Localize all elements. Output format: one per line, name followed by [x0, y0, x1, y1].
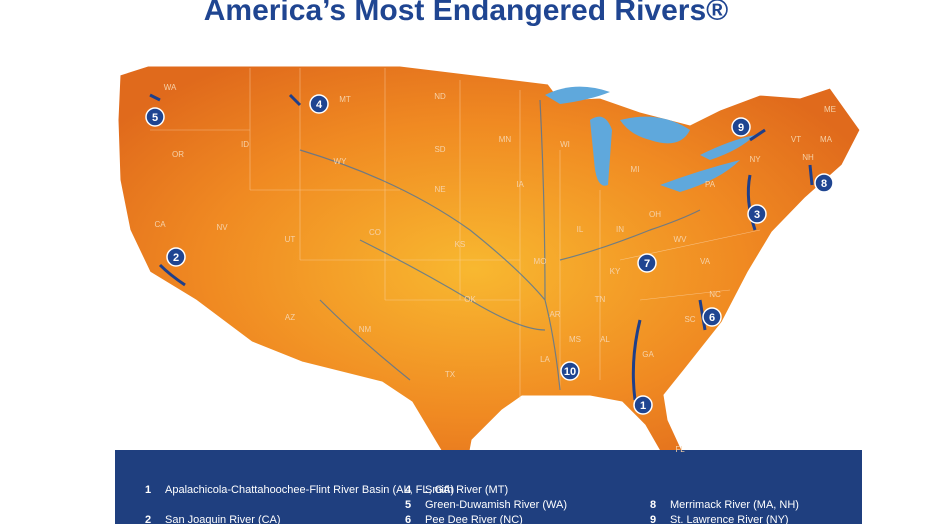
marker-number: 6	[709, 312, 715, 324]
state-label: AZ	[285, 313, 295, 322]
marker-number: 8	[821, 178, 827, 190]
state-label: NM	[359, 325, 372, 334]
state-label: FL	[675, 445, 685, 454]
river-marker	[166, 247, 186, 267]
legend-number: 8	[650, 499, 656, 511]
river-marker	[814, 173, 834, 193]
state-label: IN	[616, 225, 624, 234]
great-lakes	[545, 86, 755, 192]
state-borders	[150, 68, 761, 400]
state-label: CO	[369, 228, 381, 237]
river-marker	[637, 253, 657, 273]
legend-number: 6	[405, 514, 411, 524]
state-label: KY	[610, 267, 621, 276]
river-marker	[633, 395, 653, 415]
river-marker	[731, 117, 751, 137]
state-label: MS	[569, 335, 581, 344]
legend-panel	[115, 450, 862, 524]
state-label: WI	[560, 140, 570, 149]
legend-number: 2	[145, 514, 151, 524]
marker-number: 10	[564, 366, 576, 378]
state-label: PA	[705, 180, 716, 189]
title: America’s Most Endangered Rivers®	[204, 0, 729, 27]
marker-number: 4	[316, 99, 323, 111]
state-label: NC	[709, 290, 721, 299]
state-label: MN	[499, 135, 512, 144]
legend-name: Apalachicola-Chattahoochee-Flint River B…	[165, 484, 454, 496]
state-label: NY	[749, 155, 761, 164]
state-label: VT	[791, 135, 801, 144]
legend-name: San Joaquin River (CA)	[165, 514, 281, 524]
state-label: VA	[700, 257, 711, 266]
legend-number: 5	[405, 499, 411, 511]
legend-name: Pee Dee River (NC)	[425, 514, 523, 524]
state-label: AR	[549, 310, 560, 319]
state-label: OR	[172, 150, 184, 159]
state-label: KS	[455, 240, 466, 249]
state-label: LA	[540, 355, 550, 364]
state-label: WV	[674, 235, 688, 244]
marker-number: 5	[152, 112, 158, 124]
legend-name: St. Lawrence River (NY)	[670, 514, 789, 524]
state-label: ND	[434, 92, 446, 101]
marker-number: 2	[173, 252, 179, 264]
rivers	[299, 99, 701, 391]
state-label: OH	[649, 210, 661, 219]
state-label: OK	[464, 295, 476, 304]
state-label: IA	[516, 180, 524, 189]
legend-number: 9	[650, 514, 656, 524]
state-label: NE	[434, 185, 445, 194]
state-label: SC	[684, 315, 695, 324]
state-label: CA	[154, 220, 166, 229]
river-marker	[309, 94, 329, 114]
state-label: MI	[631, 165, 640, 174]
state-label: NH	[802, 153, 814, 162]
marker-number: 7	[644, 258, 650, 270]
state-label: ID	[241, 140, 249, 149]
marker-number: 9	[738, 122, 744, 134]
state-label: UT	[285, 235, 296, 244]
state-label: SD	[434, 145, 445, 154]
state-label: AL	[600, 335, 610, 344]
state-label: WA	[164, 83, 177, 92]
river-marker	[560, 361, 580, 381]
state-label: MO	[534, 257, 547, 266]
state-label: MT	[339, 95, 351, 104]
marker-number: 1	[640, 400, 646, 412]
legend-name: Smith River (MT)	[425, 484, 508, 496]
state-label: GA	[642, 350, 654, 359]
state-label: WY	[334, 157, 348, 166]
state-label: TN	[595, 295, 606, 304]
state-label: ME	[824, 105, 836, 114]
legend-name: Green-Duwamish River (WA)	[425, 499, 567, 511]
state-label: NV	[216, 223, 228, 232]
river-marker	[747, 204, 767, 224]
marker-number: 3	[754, 209, 760, 221]
state-label: TX	[445, 370, 456, 379]
river-marker	[145, 107, 165, 127]
state-label: MA	[820, 135, 833, 144]
state-label: IL	[577, 225, 584, 234]
legend-number: 4	[405, 484, 412, 496]
highlighted-rivers	[149, 93, 814, 401]
legend-name: Merrimack River (MA, NH)	[670, 499, 799, 511]
river-marker	[702, 307, 722, 327]
legend-number: 1	[145, 484, 151, 496]
